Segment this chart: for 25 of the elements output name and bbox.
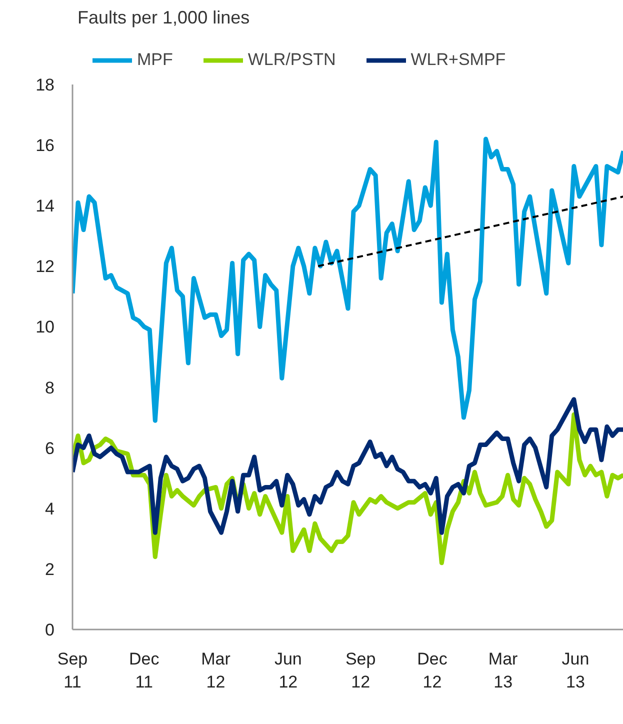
y-tick-label: 16 (36, 136, 55, 156)
x-tick-label: Dec 12 (417, 650, 448, 692)
y-tick-label: 18 (36, 76, 55, 94)
x-tick-label: Dec 11 (129, 650, 160, 692)
line-series (72, 397, 623, 535)
legend-label: WLR+SMPF (410, 50, 506, 70)
x-tick-label: Mar 12 (201, 650, 231, 692)
x-tick-label: Sep 12 (345, 650, 376, 692)
x-tick-label: Sep 11 (57, 650, 88, 692)
line-series (72, 136, 623, 423)
y-tick-label: 2 (45, 560, 55, 579)
y-tick-label: 8 (45, 378, 55, 398)
y-tick-label: 6 (45, 438, 55, 458)
chart-title: Faults per 1,000 lines (78, 8, 250, 28)
legend-label: WLR/PSTN (248, 50, 336, 70)
x-tick-label: Mar 13 (488, 650, 518, 692)
legend-label: MPF (137, 50, 173, 70)
x-tick-label: Jun 12 (274, 650, 302, 692)
y-tick-label: 4 (45, 499, 55, 518)
y-tick-label: 12 (36, 257, 55, 276)
y-tick-label: 0 (45, 620, 55, 640)
line-series (72, 412, 623, 566)
y-tick-label: 14 (36, 196, 55, 216)
y-tick-label: 10 (36, 318, 55, 337)
x-tick-label: Jun 13 (562, 650, 590, 692)
